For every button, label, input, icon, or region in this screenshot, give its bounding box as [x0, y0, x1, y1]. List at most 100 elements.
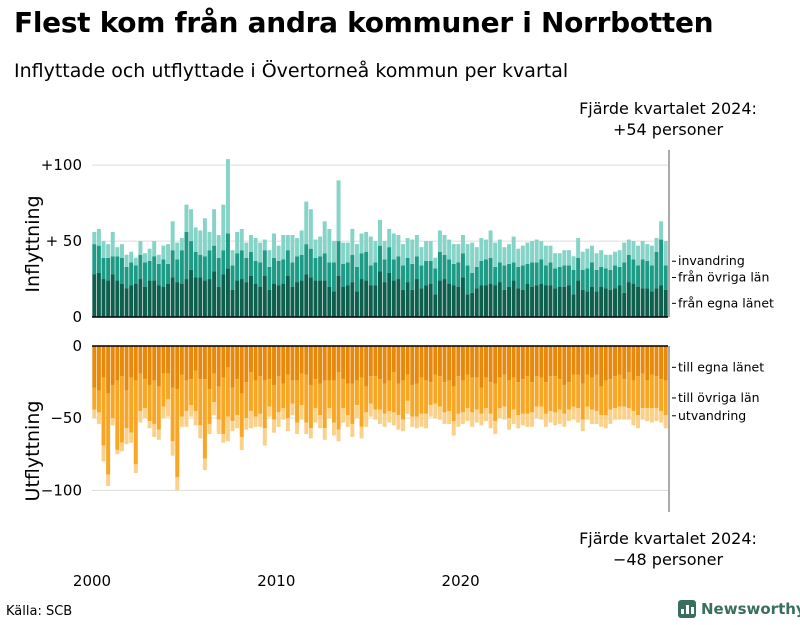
bar-out-2 — [115, 449, 120, 455]
bar-out-1 — [308, 384, 313, 429]
bar-out-0 — [272, 346, 276, 385]
bar-out-2 — [571, 406, 576, 420]
bar-out-0 — [207, 346, 212, 390]
bar-out-0 — [152, 346, 157, 381]
bar-in-1 — [202, 256, 207, 281]
bar-in-0 — [511, 280, 516, 317]
bar-out-0 — [364, 346, 369, 387]
bar-in-0 — [585, 291, 590, 317]
bar-in-2 — [119, 244, 124, 258]
bar-out-2 — [248, 410, 253, 429]
bar-in-2 — [659, 221, 664, 240]
bar-out-0 — [608, 346, 613, 380]
bar-in-0 — [170, 277, 175, 317]
bar-out-2 — [147, 421, 152, 429]
bar-in-0 — [281, 283, 286, 317]
bar-out-1 — [414, 383, 419, 417]
bar-out-1 — [225, 367, 230, 417]
bar-in-0 — [193, 277, 198, 317]
bar-in-0 — [645, 288, 650, 317]
bar-out-2 — [387, 410, 392, 423]
bar-out-0 — [626, 346, 631, 372]
bar-in-0 — [345, 285, 350, 317]
bar-in-2 — [198, 230, 203, 255]
bar-in-2 — [557, 253, 562, 267]
bar-in-1 — [474, 266, 479, 289]
bar-out-1 — [663, 380, 668, 416]
bar-in-0 — [640, 288, 645, 317]
bar-in-0 — [373, 285, 378, 317]
bar-out-1 — [170, 387, 175, 442]
bar-out-2 — [322, 428, 327, 440]
bar-out-0 — [202, 346, 207, 380]
bar-in-0 — [161, 286, 166, 317]
bar-out-2 — [599, 415, 604, 427]
bar-in-1 — [631, 259, 636, 284]
bar-out-2 — [244, 418, 249, 430]
bar-out-1 — [525, 376, 530, 414]
bar-in-0 — [589, 286, 594, 317]
bar-in-1 — [129, 262, 134, 286]
bar-in-0 — [202, 280, 207, 317]
bar-out-0 — [221, 346, 226, 378]
bar-out-0 — [442, 346, 447, 383]
bar-out-2 — [663, 415, 668, 429]
bar-in-0 — [119, 283, 124, 317]
bar-out-0 — [649, 346, 654, 375]
bar-out-0 — [244, 346, 249, 383]
bar-in-2 — [143, 253, 147, 263]
bar-in-1 — [152, 256, 157, 281]
bar-in-1 — [387, 247, 392, 273]
bar-out-2 — [129, 432, 134, 443]
bar-in-0 — [488, 283, 493, 317]
bar-in-2 — [299, 230, 304, 255]
bar-out-2 — [566, 409, 571, 422]
bar-in-1 — [663, 265, 668, 290]
y-tick-label-out: −100 — [41, 481, 82, 499]
bar-in-1 — [530, 262, 535, 287]
bar-out-2 — [198, 425, 203, 439]
bar-out-0 — [198, 346, 203, 380]
bar-out-2 — [304, 422, 309, 435]
bar-in-0 — [207, 279, 212, 317]
bar-in-1 — [382, 259, 387, 283]
bar-out-0 — [216, 346, 221, 387]
bar-out-2 — [543, 413, 548, 427]
series-label-in-2: invandring — [678, 253, 745, 268]
bar-out-2 — [497, 408, 502, 419]
bar-in-2 — [589, 245, 594, 263]
bar-in-0 — [460, 277, 465, 317]
bar-in-1 — [419, 265, 424, 289]
bar-out-1 — [465, 374, 470, 409]
bar-out-0 — [281, 346, 286, 384]
bar-out-2 — [156, 429, 161, 440]
bar-out-0 — [143, 346, 147, 380]
bar-out-0 — [599, 346, 604, 387]
bar-out-1 — [566, 382, 571, 410]
bar-out-2 — [308, 428, 313, 439]
bar-in-1 — [479, 260, 484, 286]
bar-in-0 — [401, 289, 406, 317]
bar-out-2 — [525, 413, 530, 427]
bar-out-0 — [345, 346, 350, 384]
bar-out-2 — [442, 412, 447, 424]
bar-out-1 — [101, 377, 106, 446]
bar-in-2 — [456, 244, 461, 263]
bar-out-2 — [262, 428, 267, 446]
bar-in-1 — [225, 233, 230, 269]
bar-in-2 — [101, 241, 106, 258]
bar-in-1 — [640, 259, 645, 289]
annotation-latest-in: Fjärde kvartalet 2024: +54 personer — [538, 98, 798, 140]
bar-out-2 — [631, 410, 636, 426]
bar-out-1 — [387, 380, 392, 411]
bar-in-0 — [253, 283, 258, 317]
bar-in-0 — [272, 283, 276, 317]
bar-in-1 — [654, 251, 659, 289]
bar-in-2 — [327, 228, 332, 263]
bar-out-2 — [359, 426, 364, 439]
bar-in-2 — [580, 251, 585, 270]
bar-in-2 — [184, 204, 189, 232]
bar-out-1 — [659, 379, 664, 411]
bar-out-0 — [193, 346, 198, 371]
